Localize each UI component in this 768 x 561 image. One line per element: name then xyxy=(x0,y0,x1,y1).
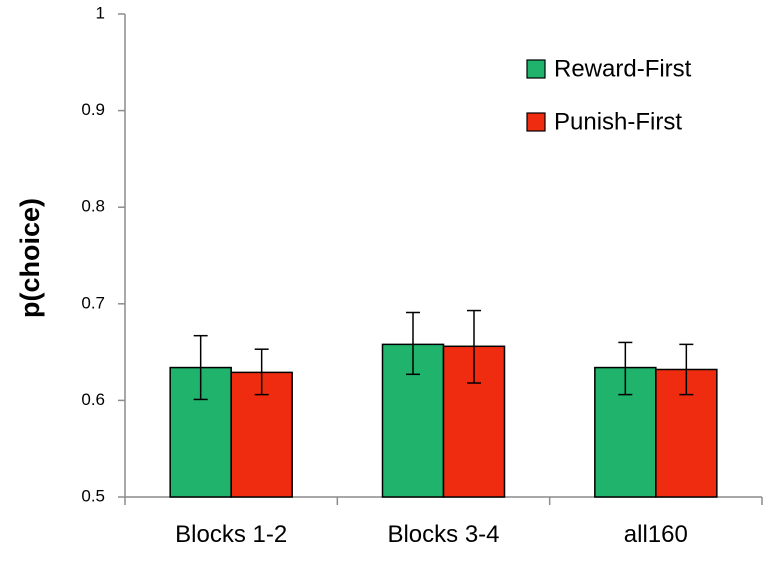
bars xyxy=(169,343,718,498)
legend-swatch xyxy=(526,112,546,132)
legend-label: Reward-First xyxy=(554,55,692,82)
y-tick-label: 1 xyxy=(96,3,105,22)
y-tick-label: 0.9 xyxy=(81,100,105,119)
x-tick-label: all160 xyxy=(624,521,688,548)
error-bars xyxy=(193,309,694,401)
x-tick-label: Blocks 1-2 xyxy=(175,521,287,548)
y-tick-label: 0.7 xyxy=(81,293,105,312)
legend-label: Punish-First xyxy=(554,108,682,135)
legend: Reward-First Punish-First xyxy=(526,55,692,135)
axes: 0.5 0.6 0.7 0.8 0.9 1 Blocks 1-2 Blocks 3-4 all1… xyxy=(81,3,763,548)
axis-labels: p(choice) xyxy=(15,198,45,318)
x-tick-label: Blocks 3-4 xyxy=(387,521,499,548)
legend-swatch xyxy=(526,59,546,79)
y-tick-label: 0.8 xyxy=(81,197,105,216)
y-tick-label: 0.5 xyxy=(81,486,105,505)
y-tick-label: 0.6 xyxy=(81,390,105,409)
y-axis-label: p(choice) xyxy=(15,198,45,318)
